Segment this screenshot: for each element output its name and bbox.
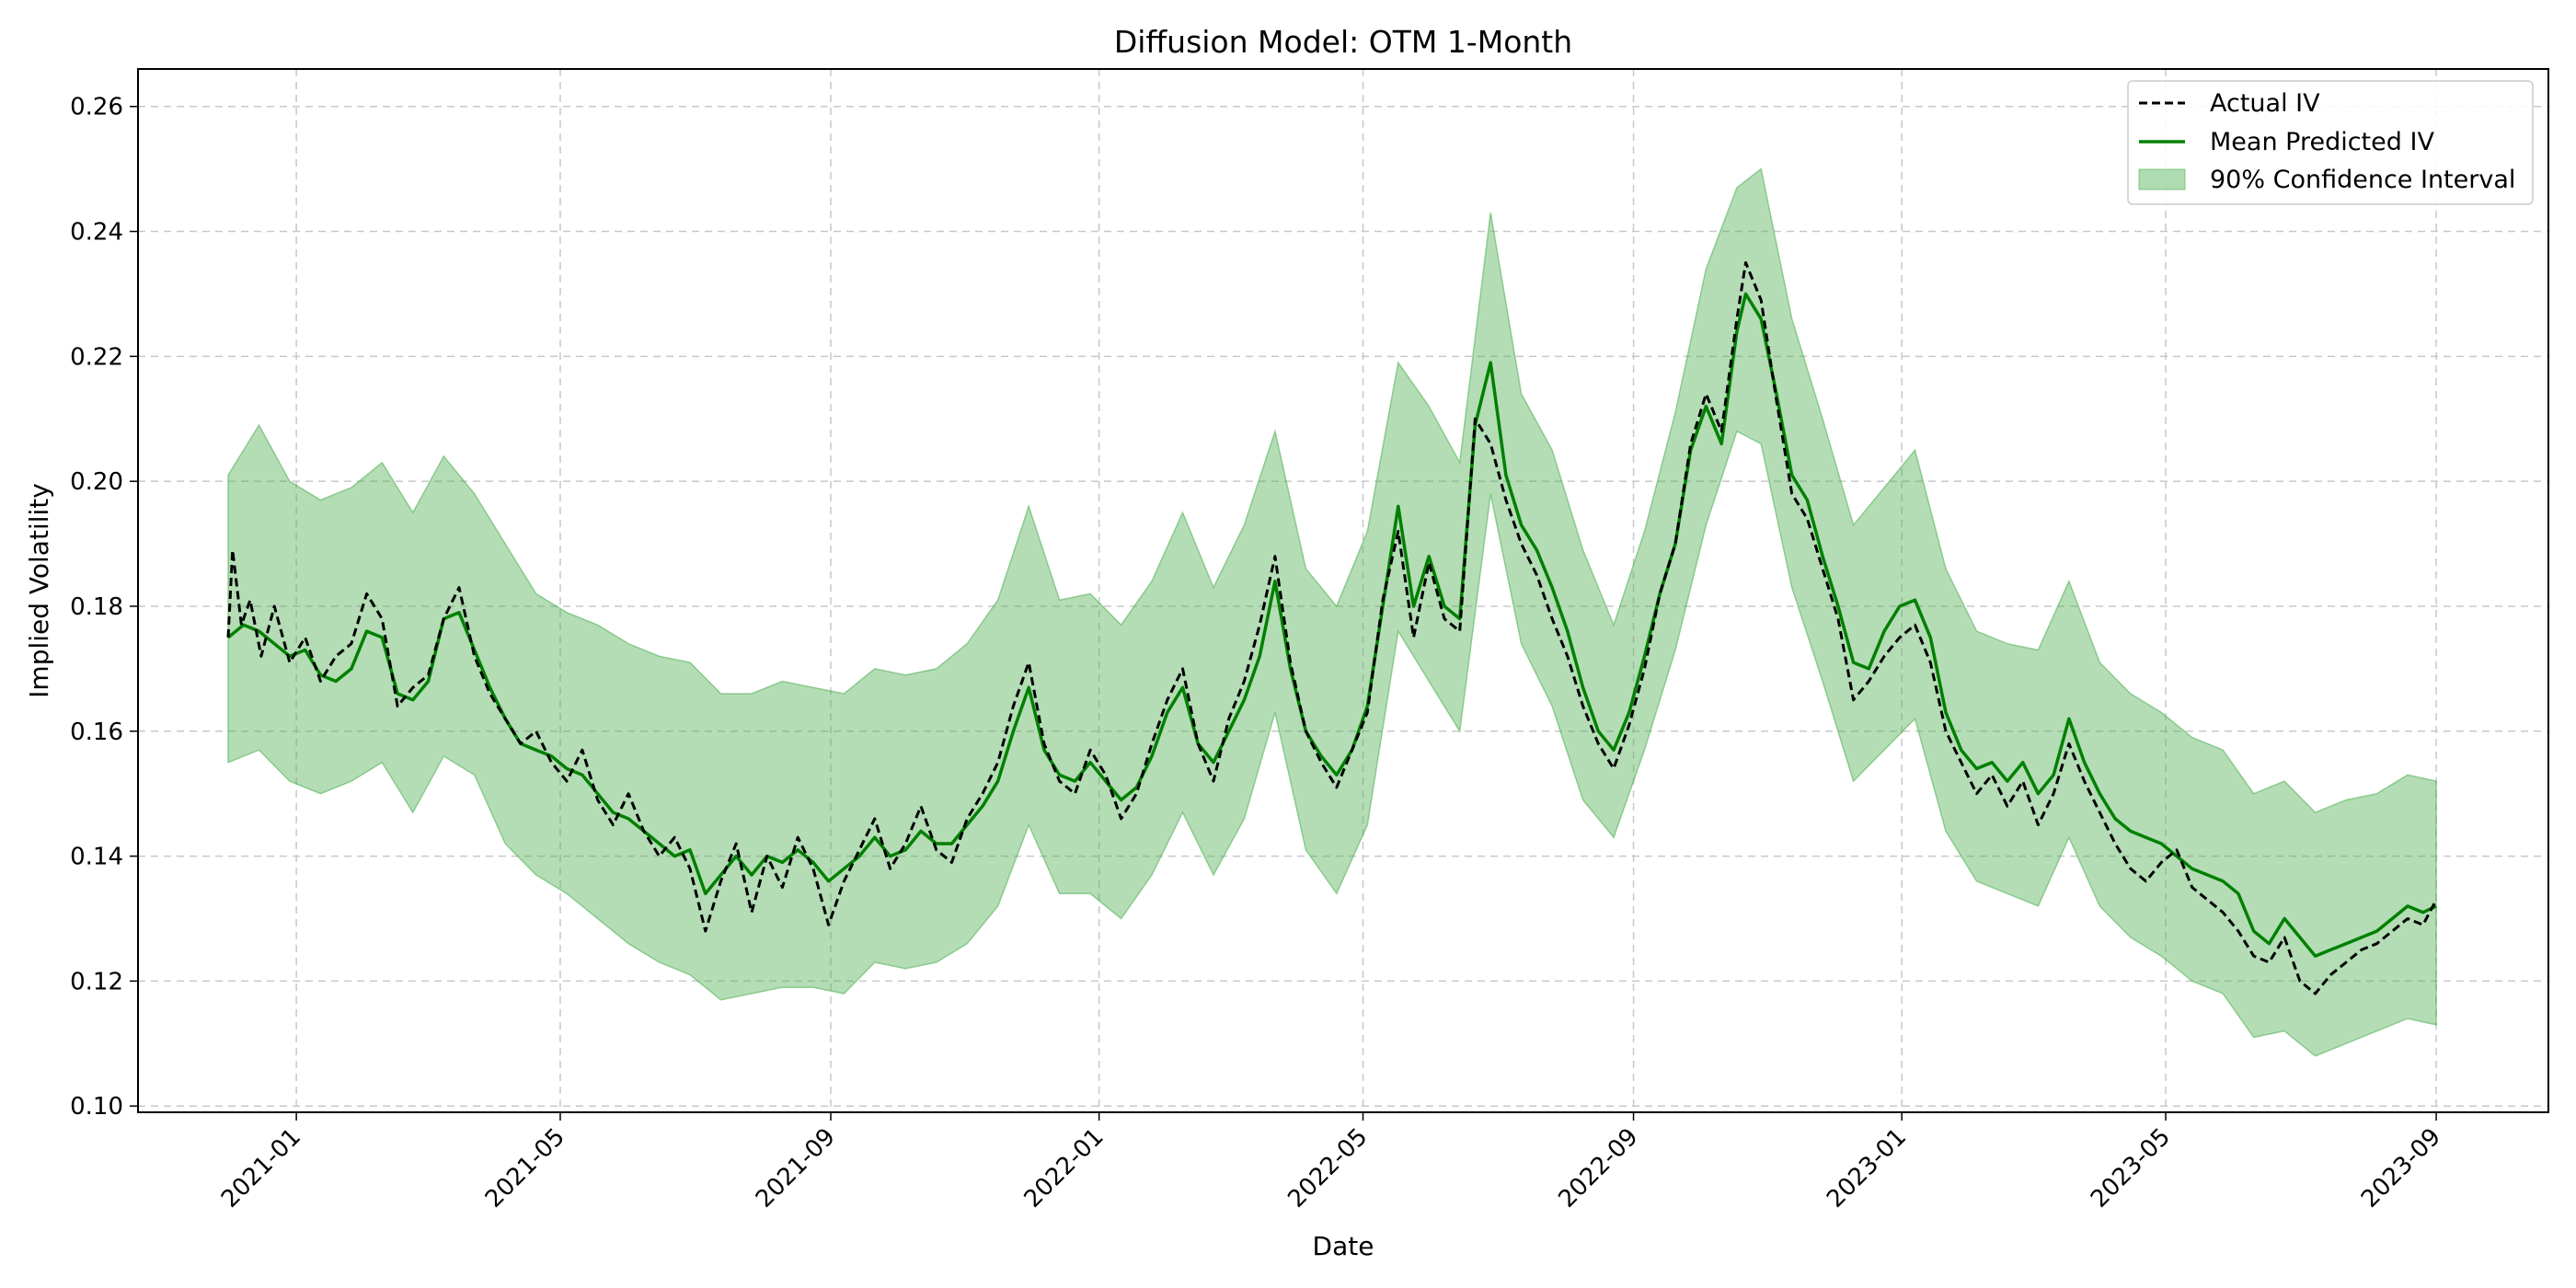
legend-mean-predicted-iv: Mean Predicted IV xyxy=(2210,128,2434,156)
grid xyxy=(138,69,2548,1112)
y-tick-label: 0.26 xyxy=(70,94,123,121)
actual-iv-line xyxy=(226,261,2438,995)
confidence-band xyxy=(227,167,2437,1057)
x-tick-label: 2022-05 xyxy=(1282,1123,1373,1213)
y-tick-label: 0.16 xyxy=(70,719,123,746)
x-tick-label: 2023-09 xyxy=(2356,1123,2446,1213)
y-tick-label: 0.14 xyxy=(70,844,123,871)
legend-confidence-interval: 90% Confidence Interval xyxy=(2210,166,2515,194)
legend-confidence-interval-swatch xyxy=(2138,168,2186,190)
y-tick-label: 0.10 xyxy=(70,1093,123,1121)
mean-predicted-iv-line xyxy=(226,292,2437,958)
y-tick-label: 0.24 xyxy=(70,219,123,247)
y-tick-label: 0.18 xyxy=(70,593,123,621)
legend-actual-iv: Actual IV xyxy=(2210,89,2320,118)
x-axis-label: Date xyxy=(1313,1231,1374,1261)
x-tick-label: 2023-05 xyxy=(2086,1123,2176,1213)
x-axis: 2021-01 2021-05 2021-09 2022-01 2022-05 2022-… xyxy=(216,1112,2446,1213)
x-tick-label: 2022-09 xyxy=(1553,1123,1643,1213)
series-lines xyxy=(226,261,2438,995)
x-tick-label: 2022-01 xyxy=(1019,1123,1110,1213)
chart-title: Diffusion Model: OTM 1-Month xyxy=(1114,24,1572,60)
y-axis-label: Implied Volatility xyxy=(24,483,54,698)
y-tick-label: 0.20 xyxy=(70,468,123,496)
x-tick-label: 2023-01 xyxy=(1822,1123,1912,1213)
y-axis: 0.10 0.12 0.14 0.16 0.18 0.20 0.22 0.24 0.26 xyxy=(70,94,138,1121)
legend-box xyxy=(2127,80,2534,205)
confidence-interval-area xyxy=(227,167,2437,1057)
x-tick-label: 2021-01 xyxy=(216,1123,306,1213)
plot-frame xyxy=(137,68,2549,1113)
x-tick-label: 2021-09 xyxy=(751,1123,841,1213)
legend: Actual IV Mean Predicted IV 90% Confiden… xyxy=(2127,80,2534,205)
y-tick-label: 0.22 xyxy=(70,343,123,371)
x-tick-label: 2021-05 xyxy=(480,1123,570,1213)
y-tick-label: 0.12 xyxy=(70,968,123,995)
